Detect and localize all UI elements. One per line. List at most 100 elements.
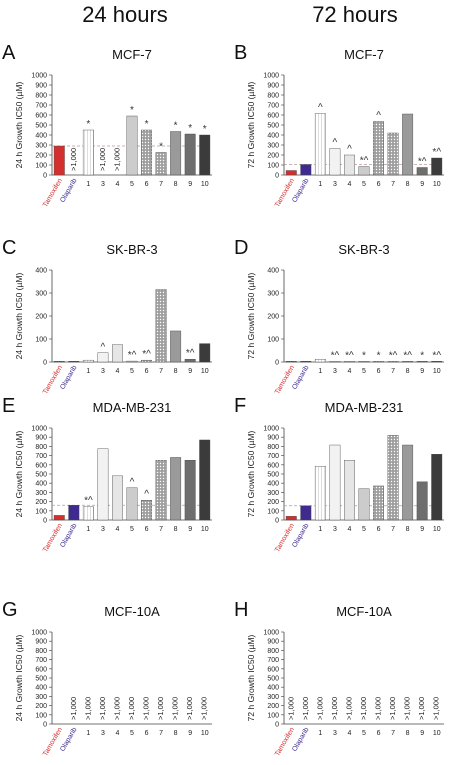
y-tick-label: 900 xyxy=(267,639,279,646)
y-tick-label: 900 xyxy=(267,435,279,442)
bar xyxy=(285,516,297,521)
panel-letter: H xyxy=(234,599,248,621)
y-tick-label: 100 xyxy=(267,337,279,344)
bar xyxy=(373,121,384,176)
x-tick-label: 3 xyxy=(333,730,337,737)
x-tick-label: Tamoxifen xyxy=(274,177,296,208)
significance-marker: *^ xyxy=(403,350,412,361)
bar xyxy=(184,359,196,363)
panel-title: MCF-7 xyxy=(344,47,384,62)
y-tick-label: 1000 xyxy=(31,73,47,80)
x-tick-label: 9 xyxy=(188,181,192,188)
y-tick-label: 300 xyxy=(267,291,279,298)
y-tick-label: 1000 xyxy=(31,630,47,637)
y-tick-label: 100 xyxy=(267,508,279,515)
y-axis-label: 24 h Growth IC50 (µM) xyxy=(14,635,24,722)
significance-marker: *^ xyxy=(84,496,93,507)
y-tick-label: 300 xyxy=(35,694,47,701)
x-tick-label: 10 xyxy=(201,181,209,188)
bar xyxy=(314,465,326,521)
bar xyxy=(68,505,80,521)
bar xyxy=(170,330,182,363)
bar xyxy=(402,113,414,176)
x-tick-label: 9 xyxy=(420,181,424,188)
x-tick-label: 7 xyxy=(159,368,163,375)
x-tick-label: 1 xyxy=(86,181,90,188)
significance-marker: ^ xyxy=(347,144,352,155)
y-tick-label: 400 xyxy=(267,133,279,140)
panel-title: MCF-10A xyxy=(104,604,160,619)
y-tick-label: 0 xyxy=(43,173,47,180)
significance-marker: ^ xyxy=(333,138,338,149)
bar xyxy=(431,454,443,521)
data-label: >1,000 xyxy=(301,697,310,720)
x-tick-label: 6 xyxy=(145,730,149,737)
data-label: >1,000 xyxy=(127,697,136,720)
y-tick-label: 400 xyxy=(267,685,279,692)
x-tick-label: 9 xyxy=(188,368,192,375)
bar xyxy=(387,435,399,521)
x-tick-label: 4 xyxy=(348,730,352,737)
bar xyxy=(141,129,152,176)
x-tick-label: 1 xyxy=(318,368,322,375)
bar xyxy=(300,164,312,176)
significance-marker: *^ xyxy=(389,350,398,361)
y-tick-label: 900 xyxy=(35,435,47,442)
x-tick-label: Tamoxifen xyxy=(274,726,296,757)
y-tick-label: 400 xyxy=(267,481,279,488)
y-tick-label: 800 xyxy=(267,444,279,451)
y-tick-label: 200 xyxy=(267,703,279,710)
y-axis-label: 24 h Growth IC50 (µM) xyxy=(14,82,24,169)
y-tick-label: 1000 xyxy=(263,73,279,80)
significance-marker: * xyxy=(420,350,424,361)
y-tick-label: 600 xyxy=(267,666,279,673)
bar xyxy=(329,361,341,363)
data-label: >1,000 xyxy=(171,697,180,720)
panel-d: D SK-BR-3 72 h Growth IC50 (µM) 0 100 200 300 4… xyxy=(234,237,444,396)
bar xyxy=(53,515,65,521)
bar xyxy=(126,487,138,521)
y-tick-label: 100 xyxy=(35,508,47,515)
y-tick-label: 500 xyxy=(267,676,279,683)
y-tick-label: 100 xyxy=(35,163,47,170)
panel-c: C SK-BR-3 24 h Growth IC50 (µM) 0 100 200 300 4… xyxy=(2,237,212,396)
y-tick-label: 0 xyxy=(43,518,47,525)
bar xyxy=(199,134,211,176)
x-tick-label: 4 xyxy=(348,368,352,375)
x-tick-label: 6 xyxy=(377,368,381,375)
data-label: >1,000 xyxy=(330,697,339,720)
x-tick-label: 6 xyxy=(145,368,149,375)
panel-e: E MDA-MB-231 24 h Growth IC50 (µM) 0 100 200 3… xyxy=(2,395,212,554)
bar xyxy=(141,500,152,521)
x-tick-label: 4 xyxy=(116,526,120,533)
bar xyxy=(416,361,428,363)
y-tick-label: 1000 xyxy=(31,426,47,433)
x-tick-label: 7 xyxy=(159,181,163,188)
bar xyxy=(300,505,312,521)
bar xyxy=(358,166,370,176)
data-label: >1,000 xyxy=(286,697,295,720)
significance-marker: * xyxy=(130,105,134,116)
x-tick-label: 7 xyxy=(391,526,395,533)
x-tick-label: 4 xyxy=(116,368,120,375)
x-tick-label: 1 xyxy=(86,526,90,533)
x-tick-label: 3 xyxy=(101,526,105,533)
y-tick-label: 400 xyxy=(35,268,47,275)
bar xyxy=(387,132,399,176)
data-label: >1,000 xyxy=(156,697,165,720)
x-tick-label: 4 xyxy=(116,730,120,737)
y-tick-label: 100 xyxy=(35,337,47,344)
significance-marker: ^ xyxy=(130,477,135,488)
x-tick-label: 10 xyxy=(201,526,209,533)
y-tick-label: 500 xyxy=(267,123,279,130)
y-tick-label: 800 xyxy=(35,93,47,100)
data-label: >1,000 xyxy=(185,697,194,720)
bar xyxy=(344,460,355,521)
y-tick-label: 200 xyxy=(35,314,47,321)
bar xyxy=(387,361,399,363)
panel-letter: D xyxy=(234,237,248,259)
panel-title: MCF-10A xyxy=(336,604,392,619)
x-tick-label: 10 xyxy=(433,730,441,737)
bar xyxy=(358,488,370,521)
x-tick-label: 5 xyxy=(362,730,366,737)
